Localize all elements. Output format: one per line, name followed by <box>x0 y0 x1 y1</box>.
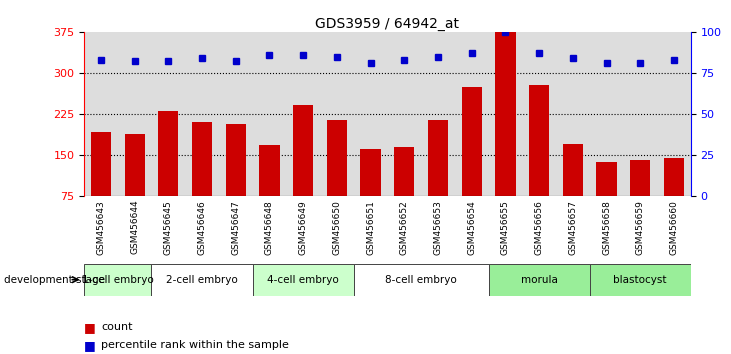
Bar <box>151 264 253 296</box>
Text: 8-cell embryo: 8-cell embryo <box>385 275 457 285</box>
Bar <box>354 264 488 296</box>
Text: count: count <box>101 322 132 332</box>
Text: GSM456643: GSM456643 <box>96 200 105 255</box>
Text: GSM456648: GSM456648 <box>265 200 274 255</box>
Text: 4-cell embryo: 4-cell embryo <box>268 275 339 285</box>
Bar <box>394 147 414 196</box>
Bar <box>488 264 590 296</box>
Bar <box>91 132 111 196</box>
Text: GSM456647: GSM456647 <box>231 200 240 255</box>
Bar <box>596 162 617 196</box>
Text: ■: ■ <box>84 339 96 352</box>
Bar <box>590 264 691 296</box>
Bar <box>428 120 448 196</box>
Bar <box>192 122 212 196</box>
Text: GSM456659: GSM456659 <box>636 200 645 255</box>
Text: GSM456649: GSM456649 <box>299 200 308 255</box>
Text: GSM456651: GSM456651 <box>366 200 375 255</box>
Bar <box>664 158 684 196</box>
Text: ■: ■ <box>84 321 96 334</box>
Bar <box>360 149 381 196</box>
Text: 2-cell embryo: 2-cell embryo <box>166 275 238 285</box>
Text: GSM456652: GSM456652 <box>400 200 409 255</box>
Bar <box>226 124 246 196</box>
Bar <box>124 135 145 196</box>
Text: development stage: development stage <box>4 275 105 285</box>
Text: GSM456658: GSM456658 <box>602 200 611 255</box>
Bar <box>563 144 583 196</box>
Text: GSM456656: GSM456656 <box>534 200 544 255</box>
Text: 1-cell embryo: 1-cell embryo <box>82 275 154 285</box>
Bar <box>158 112 178 196</box>
Bar <box>630 160 651 196</box>
Text: GSM456657: GSM456657 <box>568 200 577 255</box>
Bar <box>496 32 515 196</box>
Text: GSM456650: GSM456650 <box>333 200 341 255</box>
Text: morula: morula <box>520 275 558 285</box>
Title: GDS3959 / 64942_at: GDS3959 / 64942_at <box>316 17 459 31</box>
Bar <box>327 120 347 196</box>
Text: GSM456644: GSM456644 <box>130 200 139 255</box>
Text: blastocyst: blastocyst <box>613 275 667 285</box>
Text: GSM456645: GSM456645 <box>164 200 173 255</box>
Text: GSM456660: GSM456660 <box>670 200 678 255</box>
Bar <box>253 264 354 296</box>
Text: percentile rank within the sample: percentile rank within the sample <box>101 340 289 350</box>
Text: GSM456653: GSM456653 <box>433 200 442 255</box>
Bar <box>461 87 482 196</box>
Bar <box>84 264 151 296</box>
Text: GSM456646: GSM456646 <box>197 200 207 255</box>
Bar <box>293 105 314 196</box>
Bar <box>529 85 549 196</box>
Text: GSM456655: GSM456655 <box>501 200 510 255</box>
Bar <box>260 145 279 196</box>
Text: GSM456654: GSM456654 <box>467 200 476 255</box>
